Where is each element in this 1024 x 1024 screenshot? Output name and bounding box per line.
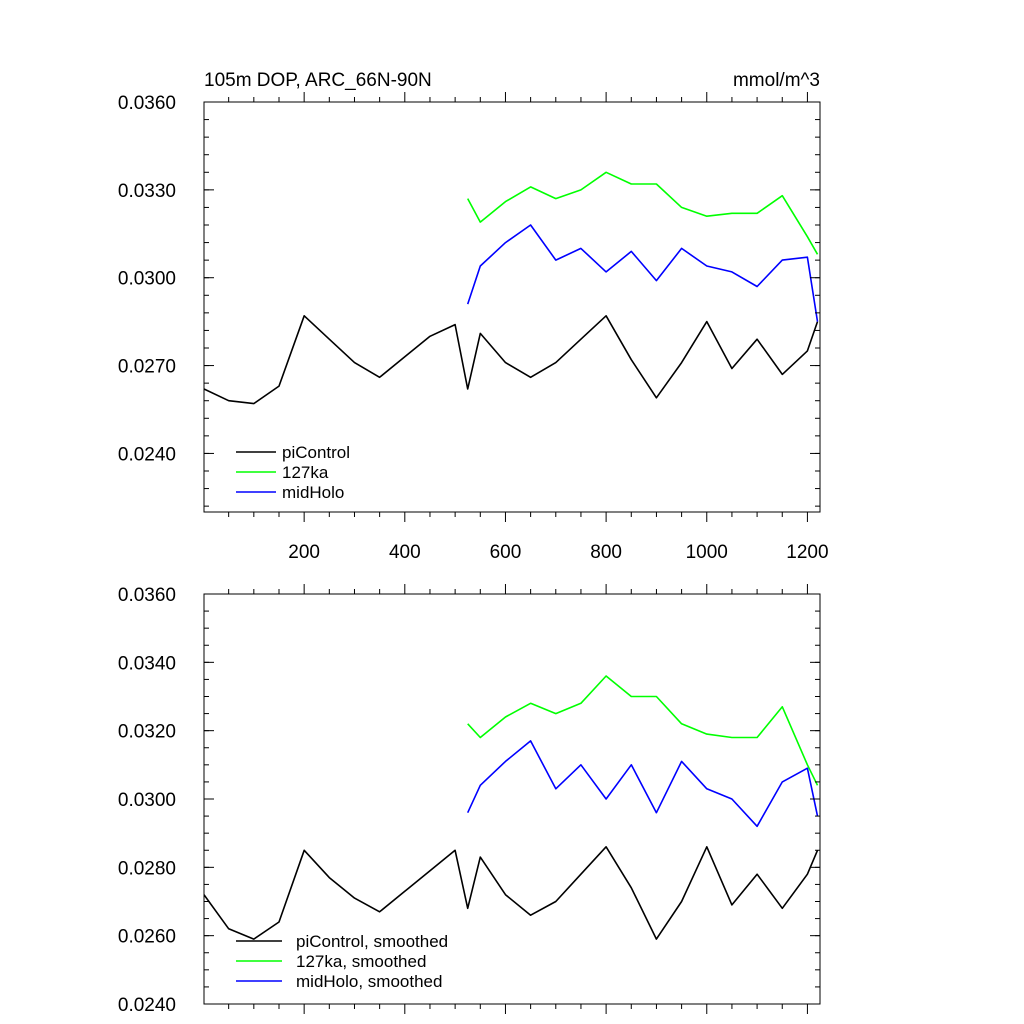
upper-ytick-label: 0.0240 — [118, 444, 176, 465]
upper-xtick-label: 200 — [288, 542, 320, 563]
lower-panel: 0.0240 0.0260 0.0280 0.0300 0.0320 0.034… — [118, 584, 821, 1016]
upper-axis-ticks — [204, 92, 820, 522]
upper-ytick-label: 0.0270 — [118, 357, 176, 378]
lower-ytick-label: 0.0340 — [118, 653, 176, 674]
upper-units-label: mmol/m^3 — [733, 70, 820, 91]
upper-plot-area — [203, 92, 821, 522]
lower-ytick-label: 0.0300 — [118, 790, 176, 811]
series-line-picontrol-smoothed — [204, 846, 819, 940]
upper-series-lines — [204, 171, 819, 405]
upper-legend: piControl 127ka midHolo — [236, 443, 350, 502]
lower-plot-area — [203, 584, 821, 1014]
upper-legend-label: 127ka — [282, 463, 329, 482]
series-line-midholo — [466, 224, 819, 322]
upper-xtick-label: 1000 — [686, 542, 728, 563]
upper-legend-label: midHolo — [282, 483, 344, 502]
series-line-midholo-smoothed — [466, 740, 819, 828]
lower-y-axis-labels: 0.0240 0.0260 0.0280 0.0300 0.0320 0.034… — [118, 585, 176, 1016]
series-line-127ka-smoothed — [467, 675, 819, 786]
lower-ytick-label: 0.0320 — [118, 722, 176, 743]
lower-axis-ticks — [204, 584, 820, 1014]
upper-xtick-label: 400 — [389, 542, 421, 563]
lower-series-lines — [204, 675, 819, 940]
upper-xtick-label: 600 — [490, 542, 522, 563]
lower-ytick-label: 0.0260 — [118, 927, 176, 948]
upper-y-axis-labels: 0.0240 0.0270 0.0300 0.0330 0.0360 — [118, 93, 176, 465]
upper-chart-title: 105m DOP, ARC_66N-90N — [204, 70, 432, 91]
upper-ytick-label: 0.0360 — [118, 93, 176, 114]
upper-ytick-label: 0.0330 — [118, 181, 176, 202]
upper-xtick-label: 800 — [590, 542, 622, 563]
lower-legend-label: midHolo, smoothed — [296, 972, 442, 991]
lower-legend-label: piControl, smoothed — [296, 932, 448, 951]
series-line-picontrol — [204, 315, 819, 405]
lower-ytick-label: 0.0360 — [118, 585, 176, 606]
upper-ytick-label: 0.0300 — [118, 269, 176, 290]
lower-ytick-label: 0.0280 — [118, 858, 176, 879]
lower-legend-label: 127ka, smoothed — [296, 952, 426, 971]
upper-legend-label: piControl — [282, 443, 350, 462]
upper-panel: 105m DOP, ARC_66N-90N mmol/m^3 0.0240 0.… — [118, 70, 829, 563]
upper-xtick-label: 1200 — [786, 542, 828, 563]
series-line-127ka — [466, 171, 819, 255]
lower-legend: piControl, smoothed 127ka, smoothed midH… — [236, 932, 448, 991]
upper-plot-frame — [203, 101, 821, 513]
upper-x-axis-labels: 200 400 600 800 1000 1200 — [288, 542, 828, 563]
lower-ytick-label: 0.0240 — [118, 995, 176, 1016]
